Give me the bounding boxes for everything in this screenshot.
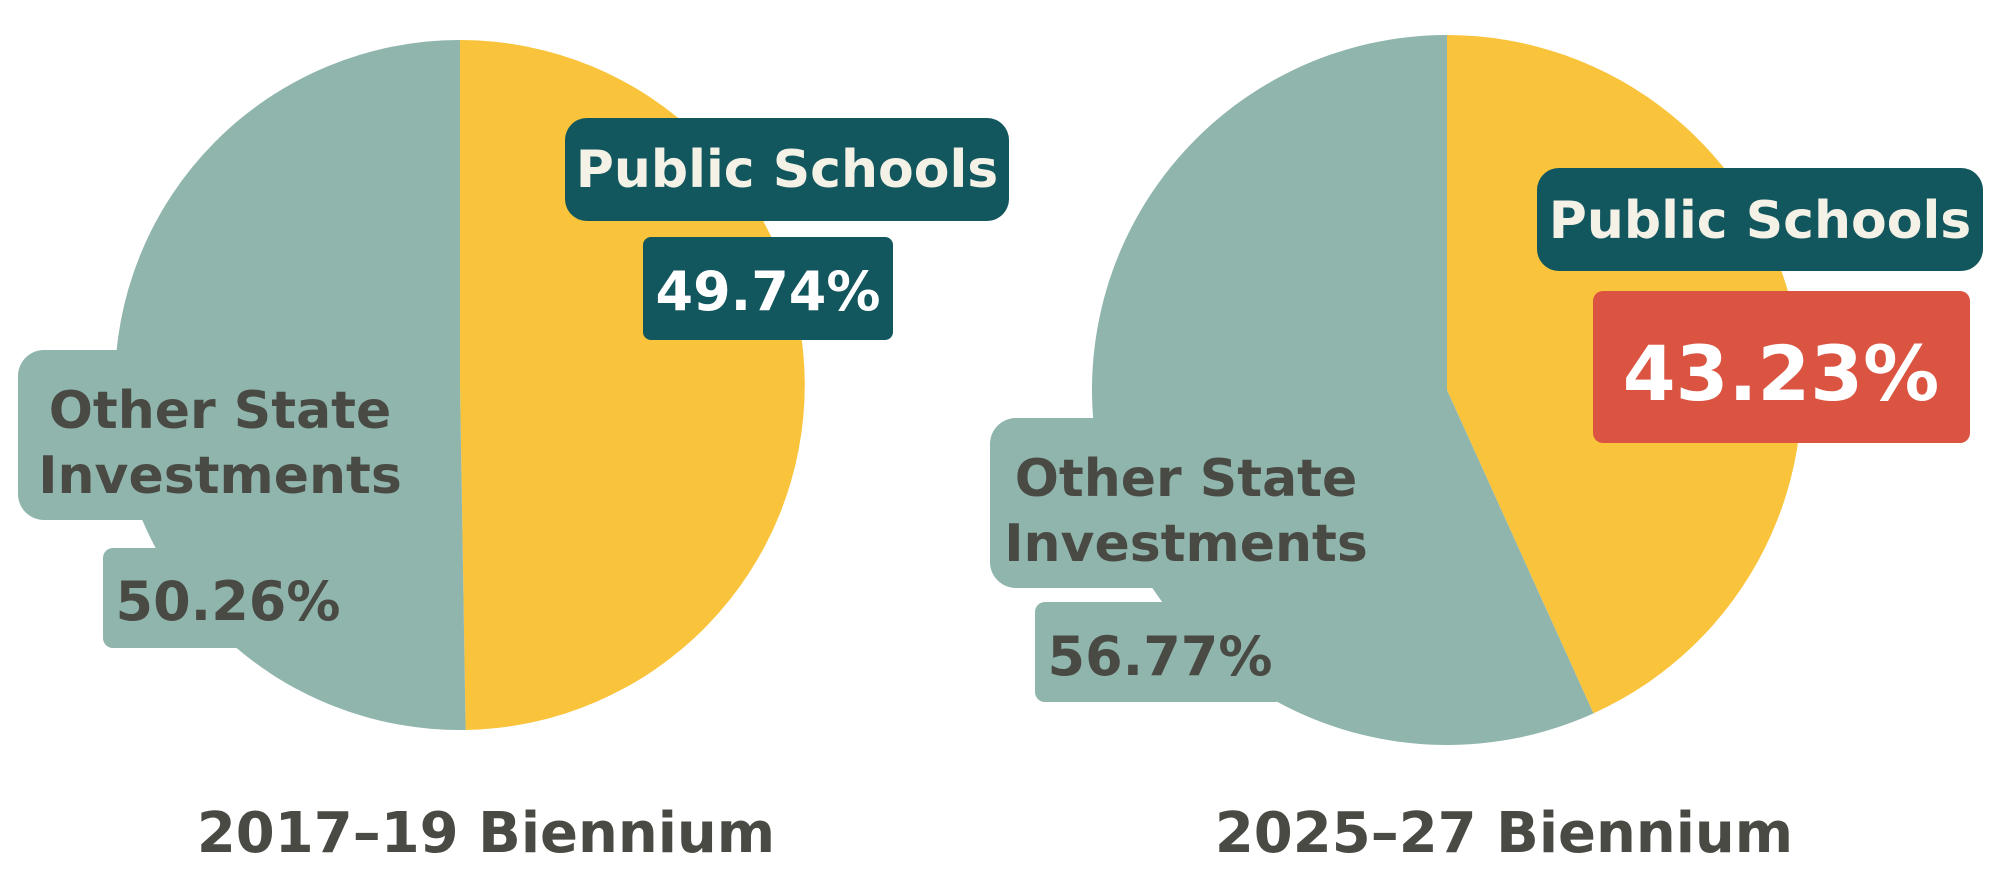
value-other-state-2025-27: 56.77% (1035, 602, 1285, 702)
value-other-state-2017-19: 50.26% (103, 548, 353, 648)
label-public-schools-2025-27: Public Schools (1537, 168, 1983, 271)
label-other-state-2017-19: Other State Investments (18, 350, 402, 520)
value-public-schools-2017-19: 49.74% (643, 237, 893, 340)
label-public-schools-bg-2017-19 (565, 118, 1009, 221)
pie-title-2017-19: 2017–19 Biennium (197, 801, 775, 866)
value-public-schools-bg-2017-19 (643, 237, 893, 340)
label-public-schools-text-2025-27: Public Schools (1549, 191, 1971, 251)
label-public-schools-text-2017-19: Public Schools (576, 140, 998, 200)
value-other-state-bg-2025-27 (1035, 602, 1285, 702)
label-public-schools-2017-19: Public Schools (565, 118, 1009, 221)
value-other-state-text-2025-27: 56.77% (1048, 625, 1273, 688)
value-public-schools-2025-27: 43.23% (1593, 291, 1970, 443)
pie-title-2025-27: 2025–27 Biennium (1215, 801, 1793, 866)
label-other-state-bg-2017-19 (18, 350, 400, 520)
value-public-schools-text-2025-27: 43.23% (1623, 329, 1940, 418)
pie-chart-2025-27: Public Schools 43.23% Other State Invest… (990, 34, 1983, 866)
label-other-state-line1-2025-27: Other State (1015, 449, 1358, 509)
value-other-state-bg-2017-19 (103, 548, 353, 648)
label-other-state-line2-2025-27: Investments (1004, 514, 1368, 574)
label-other-state-line2-2017-19: Investments (38, 446, 402, 506)
label-other-state-bg-2025-27 (990, 418, 1382, 588)
pie-chart-2017-19: Public Schools 49.74% Other State Invest… (18, 39, 1009, 866)
label-public-schools-bg-2025-27 (1537, 168, 1983, 271)
label-other-state-line1-2017-19: Other State (49, 381, 392, 441)
value-other-state-text-2017-19: 50.26% (116, 570, 341, 633)
label-other-state-2025-27: Other State Investments (990, 418, 1382, 588)
value-public-schools-bg-2025-27 (1593, 291, 1970, 443)
value-public-schools-text-2017-19: 49.74% (656, 260, 881, 323)
